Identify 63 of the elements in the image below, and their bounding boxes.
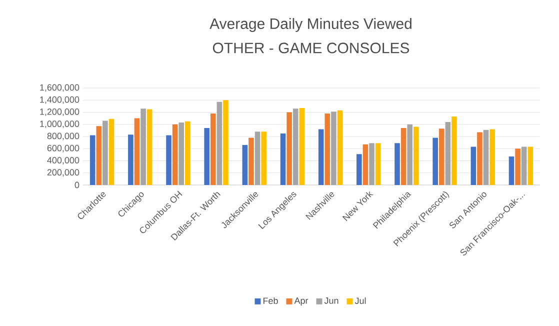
bar	[490, 129, 495, 185]
bar	[508, 156, 514, 185]
bar	[477, 132, 482, 185]
chart-subtitle: OTHER - GAME CONSOLES	[212, 42, 410, 54]
bar	[210, 113, 216, 185]
bar	[331, 112, 336, 185]
y-tick-label: 400,000	[47, 157, 80, 164]
y-tick-label: 1,600,000	[40, 84, 80, 92]
bar	[445, 122, 451, 185]
bar	[204, 128, 210, 185]
bar	[452, 116, 457, 185]
bar	[324, 113, 330, 185]
bar	[369, 143, 374, 185]
bar	[292, 108, 298, 185]
bar	[185, 121, 190, 185]
bar	[166, 135, 172, 185]
y-tick-label: 200,000	[47, 169, 80, 177]
bar	[394, 143, 400, 185]
y-tick-label: 1,400,000	[40, 96, 80, 104]
bar	[400, 128, 406, 185]
bar	[172, 124, 178, 185]
bar	[280, 133, 286, 185]
bar	[438, 128, 444, 185]
bar	[375, 143, 381, 185]
bar	[223, 100, 228, 185]
bar	[96, 126, 102, 185]
y-tick-label: 0	[74, 182, 80, 188]
bar	[216, 102, 222, 185]
bar	[128, 134, 134, 185]
y-tick-label: 1,000,000	[40, 120, 80, 128]
bar	[515, 148, 520, 185]
y-tick-label: 1,200,000	[40, 108, 80, 116]
bar	[90, 135, 96, 185]
y-tick-label: 600,000	[47, 144, 80, 152]
legend-label: Apr	[294, 298, 308, 306]
bar	[254, 132, 260, 185]
bar	[356, 154, 362, 185]
bar	[521, 146, 527, 185]
legend-label: Jun	[324, 298, 338, 304]
bar	[299, 108, 305, 185]
bar	[102, 120, 108, 185]
legend-label: Feb	[263, 297, 278, 304]
bar	[248, 138, 254, 185]
bar	[242, 144, 248, 185]
legend-label: Jul	[354, 297, 366, 304]
bar	[483, 130, 489, 185]
y-tick-label: 800,000	[47, 132, 80, 140]
bar	[528, 146, 534, 185]
bar	[134, 118, 140, 185]
bar	[140, 108, 146, 185]
bar	[432, 138, 438, 185]
bar	[407, 124, 413, 185]
bar	[414, 126, 419, 185]
bar	[108, 118, 114, 185]
chart-title: Average Daily Minutes Viewed	[210, 18, 412, 32]
bar	[318, 129, 324, 185]
bar	[337, 110, 343, 185]
bar	[470, 146, 476, 185]
bar	[286, 112, 292, 185]
bar	[178, 122, 184, 185]
bar	[362, 144, 368, 185]
bar	[261, 132, 266, 185]
bar	[146, 109, 152, 185]
